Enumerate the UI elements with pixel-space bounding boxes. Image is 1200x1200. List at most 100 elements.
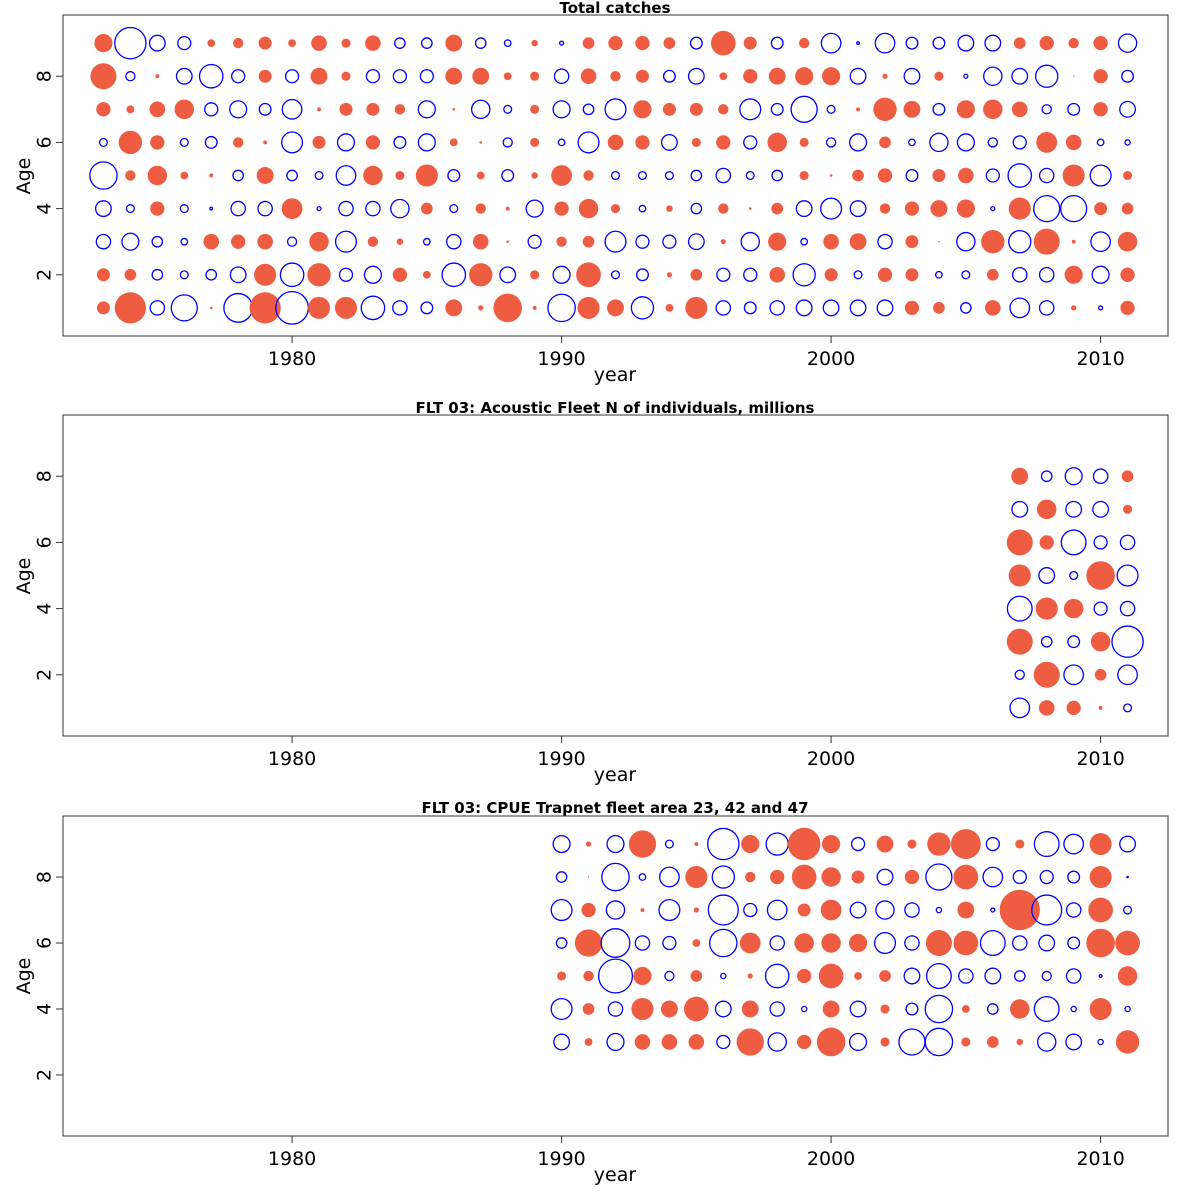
bubble-negative	[905, 168, 919, 182]
bubble-positive	[365, 35, 381, 51]
bubble-negative	[558, 40, 565, 46]
bubble-negative	[1119, 835, 1137, 853]
bubble-positive	[852, 169, 864, 182]
bubble-positive	[934, 71, 944, 81]
bubble-negative	[314, 170, 324, 181]
bubble-negative	[151, 235, 164, 248]
y-tick-label: 4	[34, 203, 56, 215]
bubble-positive	[1073, 75, 1075, 77]
bubble-positive	[126, 105, 135, 114]
bubble-positive	[472, 67, 490, 85]
bubble-negative	[932, 36, 946, 50]
bubble-positive	[557, 971, 567, 981]
bubble-negative	[1090, 231, 1112, 253]
bubble-positive	[1015, 839, 1025, 849]
bubble-negative	[499, 266, 517, 284]
bubble-negative	[960, 302, 972, 314]
bubble-negative	[179, 270, 189, 280]
bubble-negative	[229, 266, 247, 284]
panel-cpue-trapnet: FLT 03: CPUE Trapnet fleet area 23, 42 a…	[13, 799, 1169, 1186]
bubble-positive	[1035, 597, 1058, 620]
x-tick-label: 1980	[268, 1148, 316, 1170]
bubble-positive	[231, 234, 246, 249]
bubble-negative	[769, 935, 786, 951]
bubble-positive	[366, 102, 380, 116]
bubble-negative	[664, 970, 675, 982]
bubble-positive	[933, 302, 945, 314]
bubble-negative	[743, 267, 758, 282]
bubble-positive	[1011, 101, 1028, 118]
bubble-positive	[907, 839, 917, 849]
bubble-positive	[203, 233, 220, 250]
bubble-negative	[125, 204, 135, 214]
bubble-negative	[637, 170, 648, 181]
bubble-positive	[743, 69, 758, 84]
bubble-negative	[605, 900, 626, 920]
bubble-positive	[821, 933, 841, 953]
bubble-positive	[341, 71, 351, 81]
bubble-negative	[281, 98, 303, 120]
bubble-positive	[1117, 231, 1138, 252]
bubble-negative	[552, 265, 571, 284]
bubble-positive	[580, 68, 597, 85]
bubble-positive	[96, 268, 110, 282]
bubble-negative	[392, 69, 408, 84]
y-axis-label: Age	[13, 958, 35, 995]
bubble-positive	[551, 165, 572, 186]
bubble-positive	[1093, 35, 1108, 51]
bubble-negative	[958, 968, 974, 984]
bubble-negative	[984, 34, 1002, 52]
bubble-negative	[925, 863, 953, 891]
bubble-negative	[634, 935, 651, 951]
bubble-positive	[986, 1036, 999, 1048]
bubble-positive	[905, 268, 919, 282]
bubble-positive	[904, 201, 920, 216]
bubble-positive	[685, 865, 708, 889]
bubble-negative	[557, 138, 566, 147]
bubble-negative	[501, 168, 515, 182]
bubble-negative	[687, 233, 705, 251]
bubble-negative	[1033, 831, 1060, 858]
bubble-negative	[527, 234, 542, 249]
bubble-positive	[530, 270, 540, 280]
bubble-negative	[1008, 229, 1032, 254]
bubble-negative	[1038, 300, 1055, 316]
bubble-positive	[904, 869, 920, 885]
bubble-negative	[582, 103, 595, 116]
bubble-negative	[1009, 297, 1031, 319]
bubble-positive	[854, 972, 862, 980]
bubble-positive	[365, 135, 381, 150]
bubble-positive	[530, 104, 540, 114]
bubble-positive	[791, 864, 817, 890]
x-tick-label: 1990	[537, 748, 585, 770]
bubble-positive	[877, 267, 893, 282]
bubble-positive	[938, 241, 940, 243]
x-tick-label: 2000	[807, 748, 855, 770]
bubble-positive	[925, 930, 952, 957]
bubble-negative	[89, 161, 118, 190]
bubble-negative	[849, 299, 867, 317]
bubble-negative	[800, 237, 809, 246]
bubble-positive	[395, 170, 405, 181]
bubble-positive	[317, 107, 321, 112]
bubble-negative	[792, 263, 816, 287]
bubble-positive	[950, 829, 981, 859]
bubble-positive	[961, 1005, 970, 1013]
bubble-negative	[770, 36, 784, 50]
bubble-negative	[422, 237, 431, 246]
bubble-positive	[719, 72, 728, 81]
bubble-positive	[396, 238, 404, 245]
bubble-positive	[787, 827, 821, 861]
bubble-positive	[581, 902, 596, 918]
bubble-positive	[114, 292, 146, 324]
bubble-negative	[822, 299, 840, 317]
bubble-positive	[531, 39, 538, 47]
bubble-negative	[925, 963, 952, 990]
bubble-negative	[956, 133, 975, 152]
bubble-negative	[743, 902, 758, 918]
bubble-positive	[818, 963, 844, 989]
bubble-negative	[935, 270, 943, 279]
bubble-negative	[820, 197, 843, 220]
bubble-negative	[555, 937, 568, 949]
bubble-positive	[879, 136, 891, 149]
